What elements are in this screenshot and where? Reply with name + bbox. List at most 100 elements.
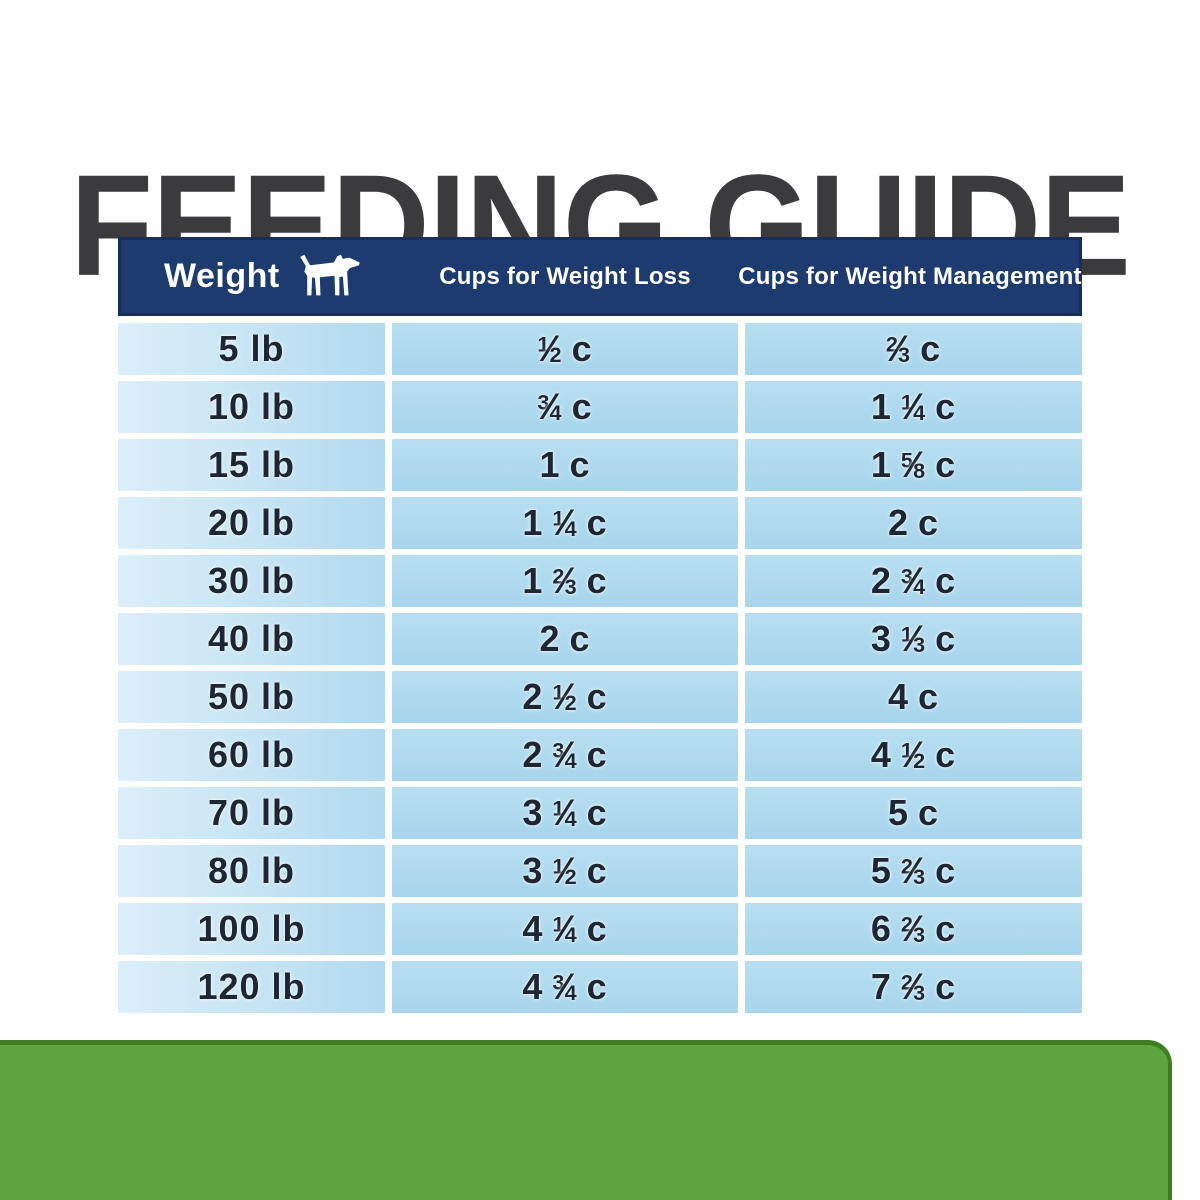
fraction-denominator: 3 [564,574,577,600]
fraction: 1⁄4 [901,386,925,428]
fraction-denominator: 4 [913,574,926,600]
table-row: 60 lb 2 3⁄4 c 4 1⁄2 c [118,729,1082,781]
fraction: 1⁄4 [552,908,576,950]
dog-icon [299,254,360,296]
fraction-numerator: 3 [537,389,550,415]
fraction-slash: ⁄ [561,734,568,775]
weight-loss-cell: 2 1⁄2 c [392,671,738,723]
fraction-denominator: 3 [913,980,926,1006]
table-row: 30 lb 1 2⁄3 c 2 3⁄4 c [118,555,1082,607]
whole-number: 1 [522,502,544,543]
fraction-slash: ⁄ [561,966,568,1007]
fraction: 3⁄4 [552,734,576,776]
table-row: 80 lb 3 1⁄2 c 5 2⁄3 c [118,845,1082,897]
fraction-numerator: 1 [552,505,565,531]
unit-label: c [935,560,957,601]
table-header: Weight Cups for Weight Loss Cups for Wei… [118,237,1082,316]
weight-management-cell: 1 5⁄8 c [745,439,1082,491]
fraction-slash: ⁄ [561,850,568,891]
fraction-numerator: 1 [552,795,565,821]
fraction-numerator: 2 [552,563,565,589]
weight-management-cell: 2 3⁄4 c [745,555,1082,607]
unit-label: c [935,850,957,891]
fraction-numerator: 3 [552,737,565,763]
fraction-denominator: 4 [564,516,577,542]
unit-label: c [935,966,957,1007]
unit-label: c [571,386,593,427]
whole-number: 1 [522,560,544,601]
whole-number: 2 [870,560,892,601]
fraction-numerator: 1 [537,331,550,357]
fraction: 2⁄3 [552,560,576,602]
fraction-numerator: 5 [900,447,913,473]
weight-loss-cell: 2 3⁄4 c [392,729,738,781]
weight-cell: 30 lb [118,555,385,607]
fraction-slash: ⁄ [909,560,917,601]
unit-label: c [571,328,593,369]
fraction-slash: ⁄ [561,502,568,543]
fraction: 3⁄4 [552,966,576,1008]
fraction-denominator: 2 [564,690,577,716]
weight-management-cell: 4 1⁄2 c [745,729,1082,781]
weight-cell: 10 lb [118,381,385,433]
whole-number: 1 [539,444,561,485]
weight-management-cell: 3 1⁄3 c [745,613,1082,665]
unit-label: c [586,792,608,833]
fraction: 3⁄4 [901,560,925,602]
fraction-numerator: 1 [552,911,565,937]
fraction-slash: ⁄ [561,908,568,949]
fraction: 1⁄2 [552,676,576,718]
whole-number: 7 [870,966,892,1007]
fraction-numerator: 1 [552,853,565,879]
fraction-numerator: 3 [900,563,913,589]
weight-cell: 20 lb [118,497,385,549]
whole-number: 2 [539,618,561,659]
unit-label: c [586,734,608,775]
unit-label: c [935,908,957,949]
unit-label: c [918,502,940,543]
green-footer-bar [0,1040,1172,1200]
fraction-denominator: 4 [564,922,577,948]
fraction-slash: ⁄ [909,734,917,775]
fraction: 2⁄3 [901,966,925,1008]
unit-label: c [935,386,957,427]
fraction-numerator: 1 [552,679,565,705]
weight-loss-cell: 1⁄2 c [392,323,738,375]
fraction-slash: ⁄ [561,792,568,833]
weight-cell: 70 lb [118,787,385,839]
weight-loss-cell: 3⁄4 c [392,381,738,433]
whole-number: 3 [522,792,544,833]
weight-management-cell: 1 1⁄4 c [745,381,1082,433]
fraction-slash: ⁄ [546,328,553,369]
fraction-denominator: 4 [564,980,577,1006]
fraction-numerator: 2 [900,911,913,937]
weight-loss-cell: 4 3⁄4 c [392,961,738,1013]
table-row: 5 lb 1⁄2 c 2⁄3 c [118,323,1082,375]
fraction-numerator: 2 [885,331,898,357]
fraction-slash: ⁄ [909,444,917,485]
weight-loss-cell: 1 1⁄4 c [392,497,738,549]
fraction-slash: ⁄ [909,966,917,1007]
feeding-table: Weight Cups for Weight Loss Cups for Wei… [118,237,1082,1013]
fraction-denominator: 3 [913,864,926,890]
fraction: 2⁄3 [886,328,910,370]
weight-management-cell: 6 2⁄3 c [745,903,1082,955]
weight-loss-cell: 3 1⁄4 c [392,787,738,839]
fraction-numerator: 2 [900,969,913,995]
weight-cell: 50 lb [118,671,385,723]
whole-number: 4 [887,676,909,717]
weight-loss-cell: 1 2⁄3 c [392,555,738,607]
fraction-slash: ⁄ [561,676,568,717]
weight-management-cell: 5 2⁄3 c [745,845,1082,897]
fraction: 3⁄4 [537,386,561,428]
fraction-slash: ⁄ [561,560,568,601]
unit-label: c [935,618,957,659]
whole-number: 3 [870,618,892,659]
fraction-slash: ⁄ [909,618,917,659]
